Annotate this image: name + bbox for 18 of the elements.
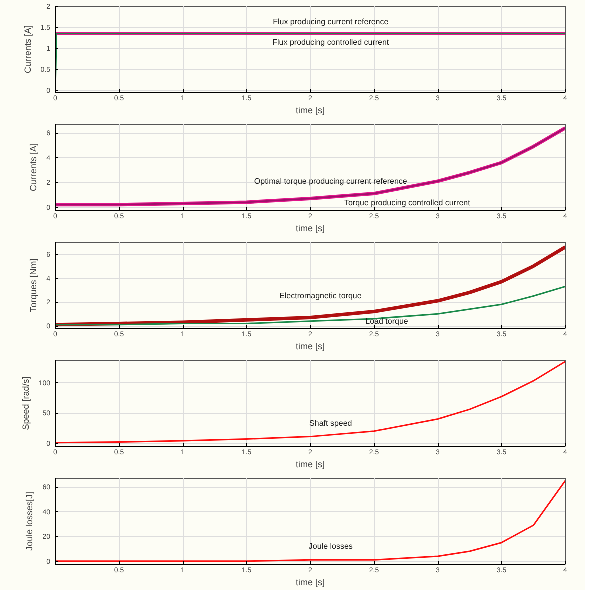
y-axis-title: Joule losses[J] [24, 492, 35, 552]
series-label: Joule losses [308, 542, 353, 551]
series-label: Electromagnetic torque [280, 291, 362, 300]
series-label: Optimal torque producing current reference [254, 176, 408, 186]
y-axis-title: Torques [Nm] [28, 258, 39, 312]
y-axis-title: Speed [rad/s] [20, 376, 31, 430]
y-axis-title: Currents [A] [22, 25, 33, 74]
series-label: Torque producing controlled current [344, 198, 472, 208]
x-axis-title: time [s] [296, 578, 326, 588]
series-label: Load torque [366, 317, 409, 326]
series-label: Shaft speed [310, 418, 352, 428]
series-label: Flux producing controlled current [272, 38, 390, 48]
series-label: Flux producing current reference [273, 17, 390, 26]
x-axis-title: time [s] [296, 224, 326, 234]
x-axis-title: time [s] [296, 106, 326, 116]
x-axis-title: time [s] [296, 460, 326, 470]
x-axis-title: time [s] [296, 342, 326, 352]
y-axis-title: Currents [A] [28, 143, 39, 192]
